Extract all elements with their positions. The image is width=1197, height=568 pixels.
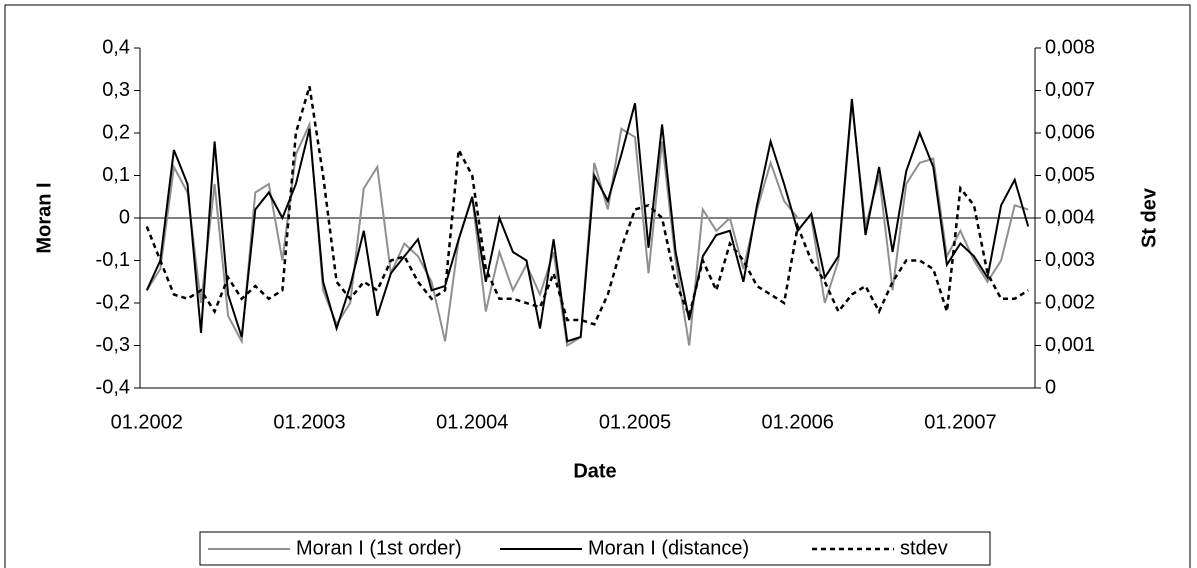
y-tick-label: 0,1 [102,164,130,186]
legend-label: stdev [900,537,948,559]
legend-label: Moran I (1st order) [296,537,462,559]
y2-tick-label: 0,006 [1045,121,1095,143]
y-tick-label: -0,3 [96,334,130,356]
y-tick-label: 0 [119,206,130,228]
series-line [145,103,1029,348]
x-tick-label: 01.2002 [111,411,183,433]
x-tick-label: 01.2003 [273,411,345,433]
y-tick-label: 0,3 [102,79,130,101]
y-tick-label: 0,4 [102,36,130,58]
y2-tick-label: 0,002 [1045,291,1095,313]
x-tick-label: 01.2006 [762,411,834,433]
x-tick-label: 01.2005 [599,411,671,433]
y-axis-title: Moran I [33,182,55,253]
y-tick-label: -0,2 [96,291,130,313]
y2-tick-label: 0,005 [1045,164,1095,186]
x-axis-title: Date [573,460,616,482]
y2-tick-label: 0,001 [1045,334,1095,356]
y2-tick-label: 0,007 [1045,79,1095,101]
y2-axis-title: St dev [1138,187,1160,248]
series-line [145,85,1029,326]
y2-tick-label: 0,004 [1045,206,1095,228]
y2-tick-label: 0,008 [1045,36,1095,58]
y-tick-label: 0,2 [102,121,130,143]
y2-tick-label: 0,003 [1045,249,1095,271]
chart-border [4,4,1191,568]
legend-label: Moran I (distance) [588,537,749,559]
y-tick-label: -0,4 [96,376,130,398]
series-line [145,98,1030,343]
x-tick-label: 01.2007 [924,411,996,433]
y2-tick-label: 0 [1045,376,1056,398]
y-tick-label: -0,1 [96,249,130,271]
x-tick-label: 01.2004 [436,411,508,433]
